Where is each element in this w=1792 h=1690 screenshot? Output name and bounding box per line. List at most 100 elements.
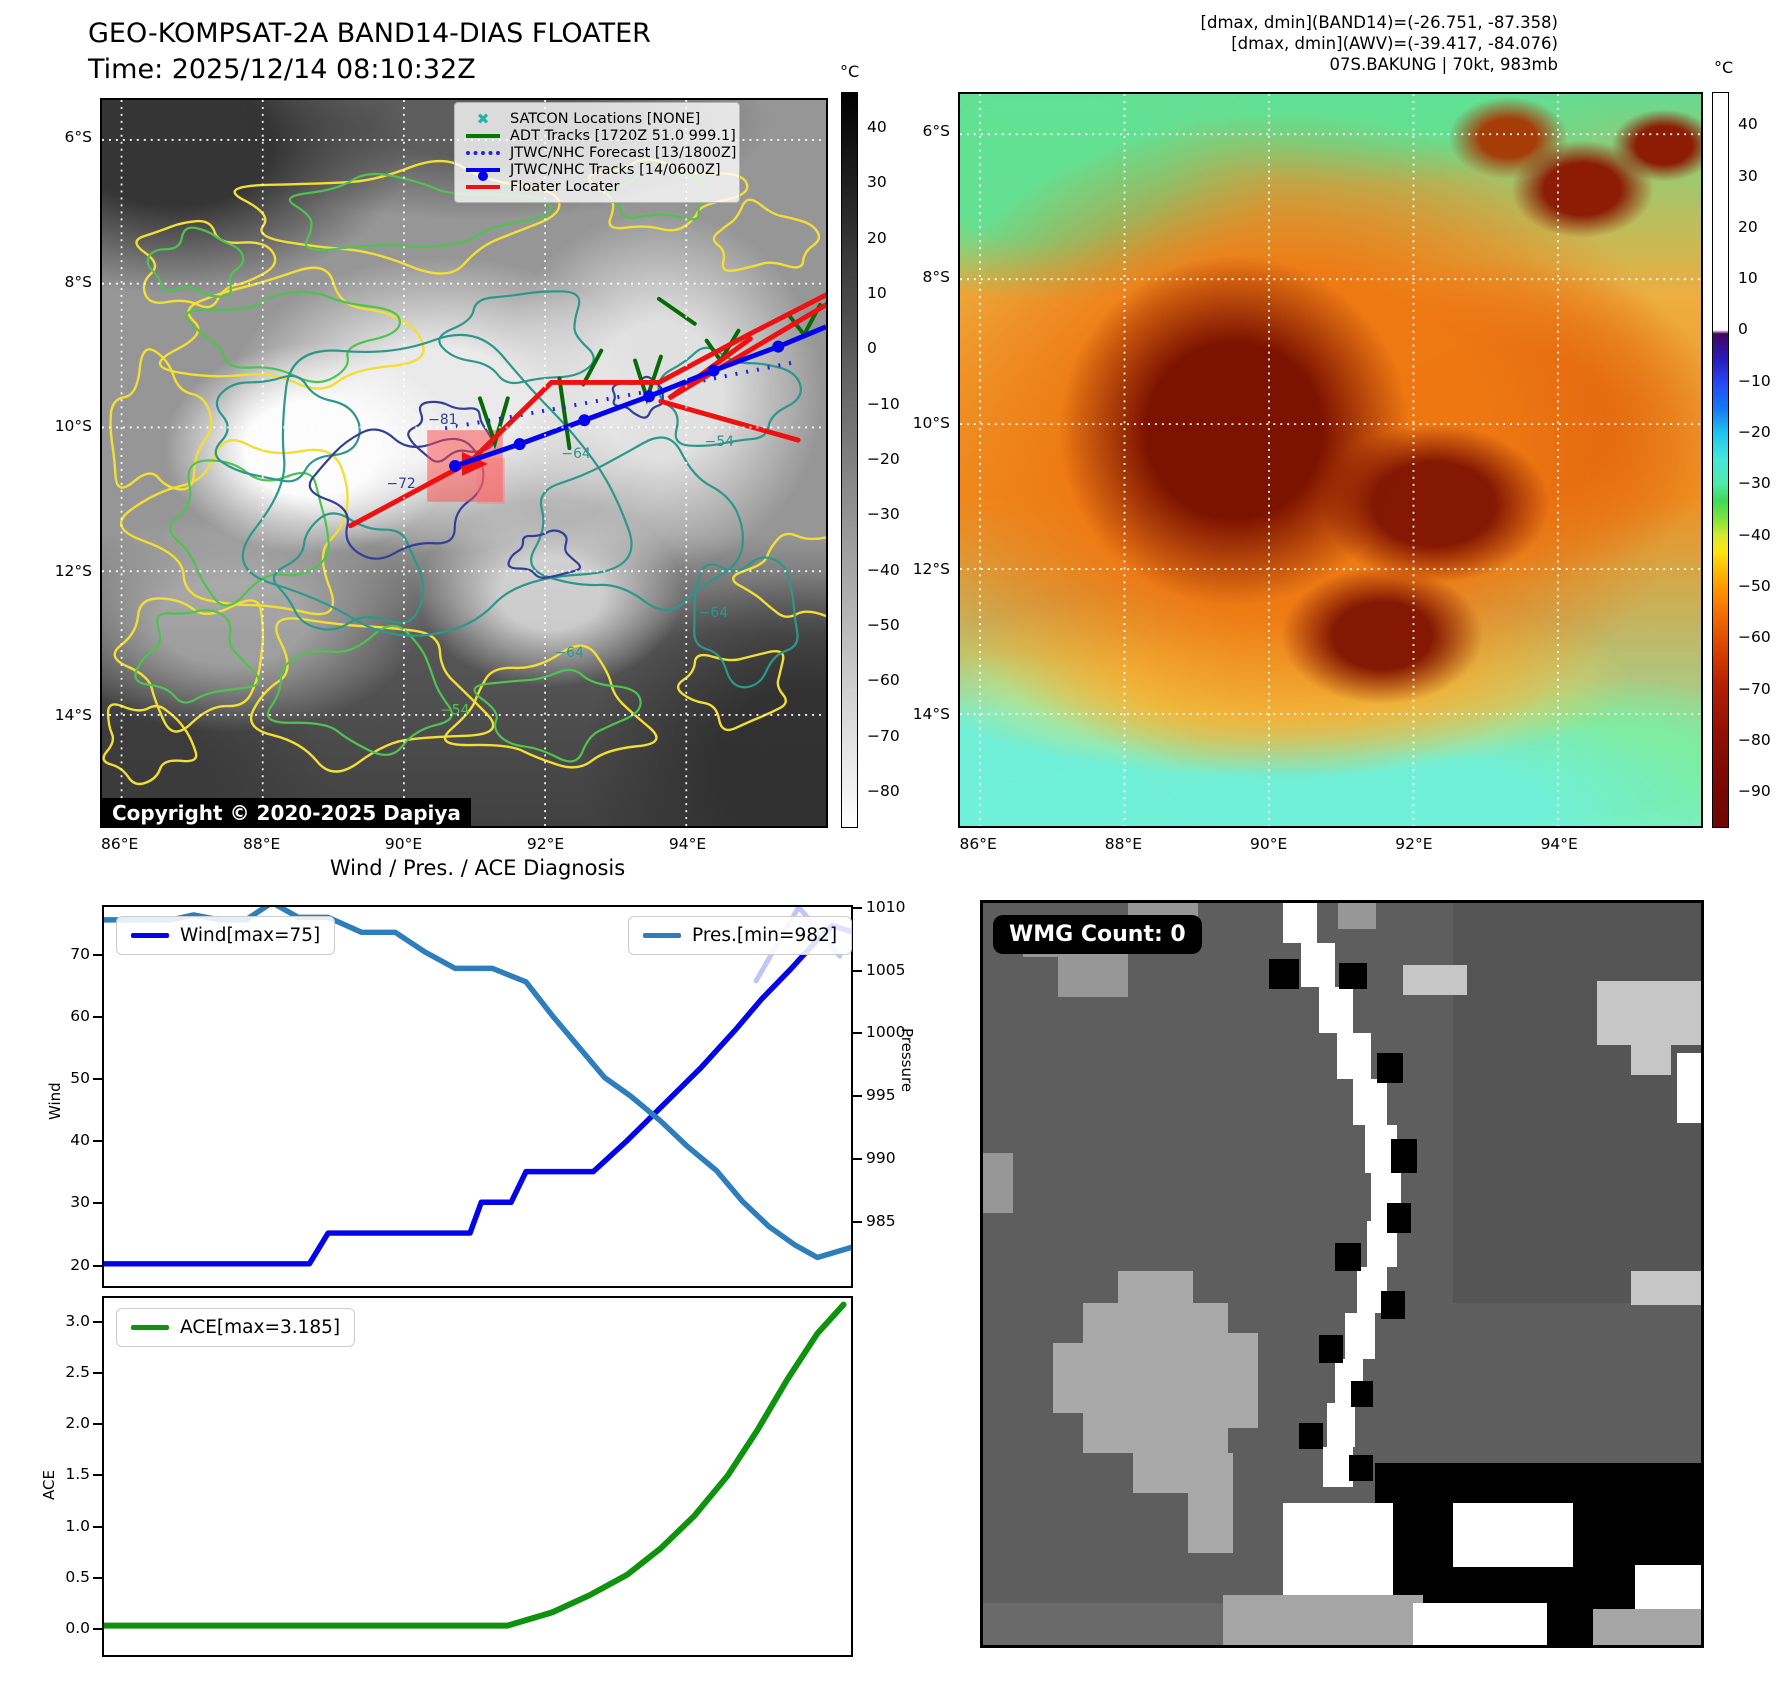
contour-value-label: −54 bbox=[440, 703, 469, 719]
colorbar-tick-label: 0 bbox=[867, 339, 877, 358]
colorbar-tick-label: −30 bbox=[867, 505, 900, 524]
ace-legend-swatch bbox=[131, 1325, 169, 1330]
temperature-contour bbox=[134, 608, 260, 704]
temperature-contour bbox=[214, 374, 361, 483]
lat-tick-label: 10°S bbox=[54, 417, 92, 436]
pressure-tick-label: 1005 bbox=[866, 960, 906, 979]
ace-legend: ACE[max=3.185] bbox=[116, 1308, 356, 1347]
dmax-dmin-band14-label: [dmax, dmin](BAND14)=(-26.751, -87.358) bbox=[1200, 13, 1558, 32]
temperature-contour bbox=[146, 226, 245, 298]
contour-value-label: −64 bbox=[699, 605, 728, 621]
colorbar-tick-label: 30 bbox=[1738, 166, 1758, 185]
floater-arrow-icon bbox=[462, 452, 488, 476]
colorbar-tick-label: −10 bbox=[867, 394, 900, 413]
lon-tick-label: 92°E bbox=[1395, 835, 1433, 853]
temperature-contour bbox=[119, 439, 349, 616]
temperature-contour bbox=[249, 617, 495, 773]
axis-tick-mark bbox=[93, 1202, 102, 1205]
temperature-contour bbox=[611, 375, 664, 419]
wmg-pixel-image bbox=[983, 903, 1701, 1645]
axis-tick-mark bbox=[93, 1264, 102, 1267]
temperature-contour bbox=[102, 703, 198, 786]
temperature-contour bbox=[443, 644, 658, 769]
jtwc-track-points bbox=[449, 340, 785, 472]
temperature-contour bbox=[732, 532, 826, 618]
band14-satellite-map: −81 −72 −64 −54 −64 −54 −64 ✖ SATCON Locations … bbox=[100, 98, 828, 828]
pressure-legend: Pres.[min=982] bbox=[628, 916, 853, 955]
axis-tick-mark bbox=[93, 1628, 102, 1631]
map-legend-item-label: Floater Locater bbox=[510, 178, 620, 195]
lon-tick-label: 86°E bbox=[101, 835, 139, 853]
colorbar-tick-label: −50 bbox=[1738, 576, 1771, 595]
colorbar-tick-label: 10 bbox=[867, 283, 887, 302]
axis-tick-mark bbox=[93, 1371, 102, 1374]
awv-satellite-map bbox=[958, 92, 1703, 828]
floater-locater-lines bbox=[348, 292, 826, 529]
temperature-contour bbox=[676, 650, 787, 732]
ace-tick-label: 2.0 bbox=[65, 1414, 90, 1433]
axis-tick-mark bbox=[853, 1032, 862, 1035]
ace-plot bbox=[104, 1301, 847, 1629]
colorbar-tick-label: 0 bbox=[1738, 320, 1748, 339]
contour-value-label: −72 bbox=[386, 476, 415, 492]
pressure-tick-label: 995 bbox=[866, 1086, 896, 1105]
axis-tick-mark bbox=[853, 969, 862, 972]
lat-tick-label: 14°S bbox=[54, 706, 92, 725]
storm-status-label: 07S.BAKUNG | 70kt, 983mb bbox=[1329, 55, 1558, 74]
temperature-contour bbox=[272, 512, 425, 631]
colorbar-tick-label: −50 bbox=[867, 616, 900, 634]
lon-tick-label: 86°E bbox=[959, 835, 997, 853]
colorbar-tick-label: −20 bbox=[867, 450, 900, 468]
storm-tracks bbox=[348, 292, 826, 529]
series-ACE[max=3.185] bbox=[104, 1301, 847, 1629]
pressure-legend-swatch bbox=[643, 933, 681, 938]
map-legend-item: JTWC/NHC Forecast [13/1800Z] bbox=[465, 144, 736, 161]
ace-tick-label: 0.5 bbox=[65, 1568, 90, 1587]
wind-legend-swatch bbox=[131, 933, 169, 938]
temperature-contour bbox=[288, 172, 552, 252]
temperature-contour bbox=[109, 348, 213, 491]
temperature-contour bbox=[693, 556, 799, 689]
colorbar-tick-label: −90 bbox=[1738, 782, 1771, 801]
ace-axis-label: ACE bbox=[40, 1470, 58, 1500]
wmg-panel: WMG Count: 0 bbox=[980, 900, 1704, 1648]
pressure-tick-label: 1010 bbox=[866, 898, 906, 916]
colorbar-tick-label: −20 bbox=[1738, 423, 1771, 442]
temperature-contour bbox=[266, 624, 453, 756]
axis-tick-mark bbox=[93, 1320, 102, 1323]
colorbar-tick-label: 40 bbox=[867, 117, 887, 136]
temperature-contour bbox=[473, 668, 642, 763]
axis-tick-mark bbox=[853, 1095, 862, 1098]
axis-tick-mark bbox=[93, 953, 102, 956]
jtwc-forecast-line bbox=[444, 360, 794, 431]
band14-colorbar bbox=[841, 92, 858, 828]
band14-title-block: GEO-KOMPSAT-2A BAND14-DIAS FLOATER Time:… bbox=[88, 16, 651, 88]
ace-tick-label: 1.0 bbox=[65, 1516, 90, 1535]
map-legend-item: ✖ SATCON Locations [NONE] bbox=[465, 110, 729, 128]
colorbar-tick-label: 20 bbox=[1738, 217, 1758, 236]
colorbar-tick-label: −40 bbox=[867, 560, 900, 579]
temperature-contour bbox=[185, 290, 401, 384]
axis-tick-mark bbox=[93, 1423, 102, 1426]
temperature-contour bbox=[712, 198, 821, 273]
colorbar-tick-label: −10 bbox=[1738, 371, 1771, 390]
lon-tick-label: 90°E bbox=[384, 835, 423, 853]
awv-colorbar-unit: °C bbox=[1714, 58, 1734, 77]
colorbar-tick-label: −40 bbox=[1738, 525, 1771, 544]
temperature-contour bbox=[158, 266, 425, 390]
wind-tick-label: 60 bbox=[70, 1006, 90, 1025]
axis-tick-mark bbox=[93, 1140, 102, 1143]
temperature-contour bbox=[135, 219, 277, 309]
map-legend-item-label: ADT Tracks [1720Z 51.0 999.1] bbox=[510, 127, 736, 144]
band14-colorbar-unit: °C bbox=[840, 62, 860, 81]
temperature-contour bbox=[438, 290, 595, 385]
contour-value-label: −64 bbox=[555, 645, 584, 661]
temperature-contour bbox=[507, 529, 582, 579]
axis-tick-mark bbox=[853, 1157, 862, 1160]
colorbar-tick-label: −80 bbox=[1738, 730, 1771, 749]
wind-tick-label: 70 bbox=[70, 944, 90, 963]
lon-tick-label: 94°E bbox=[668, 835, 707, 853]
awv-map-overlay bbox=[960, 94, 1701, 826]
lon-tick-label: 94°E bbox=[1540, 835, 1578, 853]
lat-tick-label: 12°S bbox=[54, 561, 92, 580]
